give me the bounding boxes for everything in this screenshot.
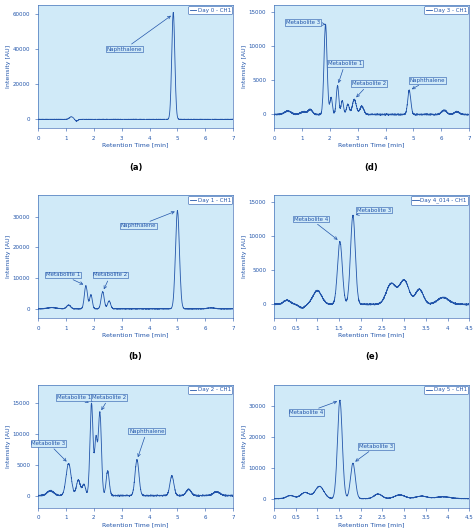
- Text: Naphthalene: Naphthalene: [107, 16, 170, 52]
- Legend: Day 1 - CH1: Day 1 - CH1: [188, 196, 232, 204]
- Y-axis label: Intensity [AU]: Intensity [AU]: [242, 425, 247, 468]
- Text: Naphthalene: Naphthalene: [129, 428, 164, 457]
- Legend: Day 2 - CH1: Day 2 - CH1: [188, 386, 232, 394]
- Text: Metabolite 3: Metabolite 3: [31, 441, 66, 461]
- Text: (a): (a): [129, 162, 142, 171]
- Y-axis label: Intensity [AU]: Intensity [AU]: [6, 45, 11, 88]
- Y-axis label: Intensity [AU]: Intensity [AU]: [242, 45, 247, 88]
- Text: Metabolite 2: Metabolite 2: [92, 395, 126, 409]
- Y-axis label: Intensity [AU]: Intensity [AU]: [6, 235, 11, 278]
- Y-axis label: Intensity [AU]: Intensity [AU]: [242, 235, 247, 278]
- Text: Metabolite 1: Metabolite 1: [328, 61, 362, 83]
- Text: Metabolite 1: Metabolite 1: [46, 272, 82, 284]
- Legend: Day 0 - CH1: Day 0 - CH1: [188, 6, 232, 14]
- Text: Metabolite 3: Metabolite 3: [356, 208, 391, 215]
- Text: Naphthalene: Naphthalene: [121, 212, 174, 229]
- Y-axis label: Intensity [AU]: Intensity [AU]: [6, 425, 11, 468]
- Text: Metabolite 2: Metabolite 2: [93, 272, 128, 289]
- Text: (b): (b): [129, 352, 143, 361]
- Text: (d): (d): [365, 162, 378, 171]
- Text: Metabolite 2: Metabolite 2: [352, 81, 386, 97]
- Text: Metabolite 3: Metabolite 3: [286, 20, 325, 25]
- Text: Naphthalene: Naphthalene: [410, 78, 445, 89]
- X-axis label: Retention Time [min]: Retention Time [min]: [338, 332, 405, 337]
- Legend: Day 4_014 - CH1: Day 4_014 - CH1: [411, 196, 468, 205]
- Text: Metabolite 4: Metabolite 4: [289, 401, 337, 415]
- X-axis label: Retention Time [min]: Retention Time [min]: [102, 142, 169, 147]
- X-axis label: Retention Time [min]: Retention Time [min]: [338, 522, 405, 527]
- Legend: Day 3 - CH1: Day 3 - CH1: [424, 6, 468, 14]
- X-axis label: Retention Time [min]: Retention Time [min]: [102, 522, 169, 527]
- Text: (e): (e): [365, 352, 378, 361]
- Legend: Day 5 - CH1: Day 5 - CH1: [424, 386, 468, 394]
- X-axis label: Retention Time [min]: Retention Time [min]: [338, 142, 405, 147]
- Text: Metabolite 4: Metabolite 4: [294, 216, 337, 240]
- Text: Metabolite 1: Metabolite 1: [57, 395, 91, 403]
- X-axis label: Retention Time [min]: Retention Time [min]: [102, 332, 169, 337]
- Text: Metabolite 3: Metabolite 3: [356, 444, 393, 461]
